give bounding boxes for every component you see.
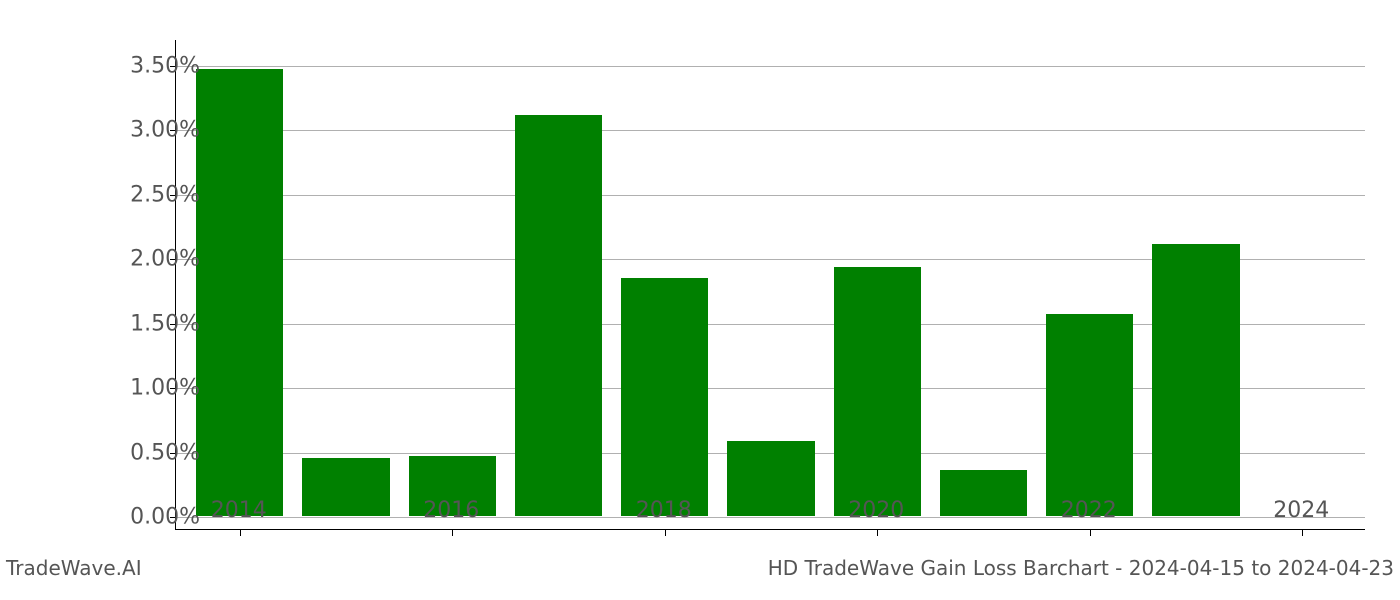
bar (1046, 314, 1133, 516)
x-tick-mark (452, 530, 453, 536)
gridline (176, 517, 1365, 518)
bar (515, 115, 602, 516)
plot-area (175, 40, 1365, 530)
x-tick-label: 2022 (1061, 498, 1117, 523)
x-tick-mark (877, 530, 878, 536)
x-tick-label: 2016 (423, 498, 479, 523)
bar (940, 470, 1027, 516)
y-tick-label: 1.00% (130, 376, 200, 401)
y-tick-label: 0.00% (130, 505, 200, 530)
y-tick-label: 3.00% (130, 118, 200, 143)
gridline (176, 130, 1365, 131)
bar (727, 441, 814, 516)
chart-container (175, 40, 1365, 530)
y-tick-label: 1.50% (130, 311, 200, 336)
x-tick-label: 2018 (636, 498, 692, 523)
x-tick-label: 2020 (848, 498, 904, 523)
x-tick-label: 2024 (1273, 498, 1329, 523)
gridline (176, 195, 1365, 196)
x-tick-mark (1302, 530, 1303, 536)
bar (834, 267, 921, 516)
x-tick-mark (1090, 530, 1091, 536)
x-tick-mark (240, 530, 241, 536)
gridline (176, 66, 1365, 67)
y-tick-label: 3.50% (130, 53, 200, 78)
bar (302, 458, 389, 516)
footer-left-text: TradeWave.AI (6, 556, 142, 580)
bar (621, 278, 708, 517)
x-tick-mark (665, 530, 666, 536)
y-tick-label: 0.50% (130, 440, 200, 465)
bar (1152, 244, 1239, 516)
footer-right-text: HD TradeWave Gain Loss Barchart - 2024-0… (768, 556, 1394, 580)
y-tick-label: 2.00% (130, 247, 200, 272)
x-tick-label: 2014 (211, 498, 267, 523)
bar (196, 69, 283, 516)
y-tick-label: 2.50% (130, 182, 200, 207)
